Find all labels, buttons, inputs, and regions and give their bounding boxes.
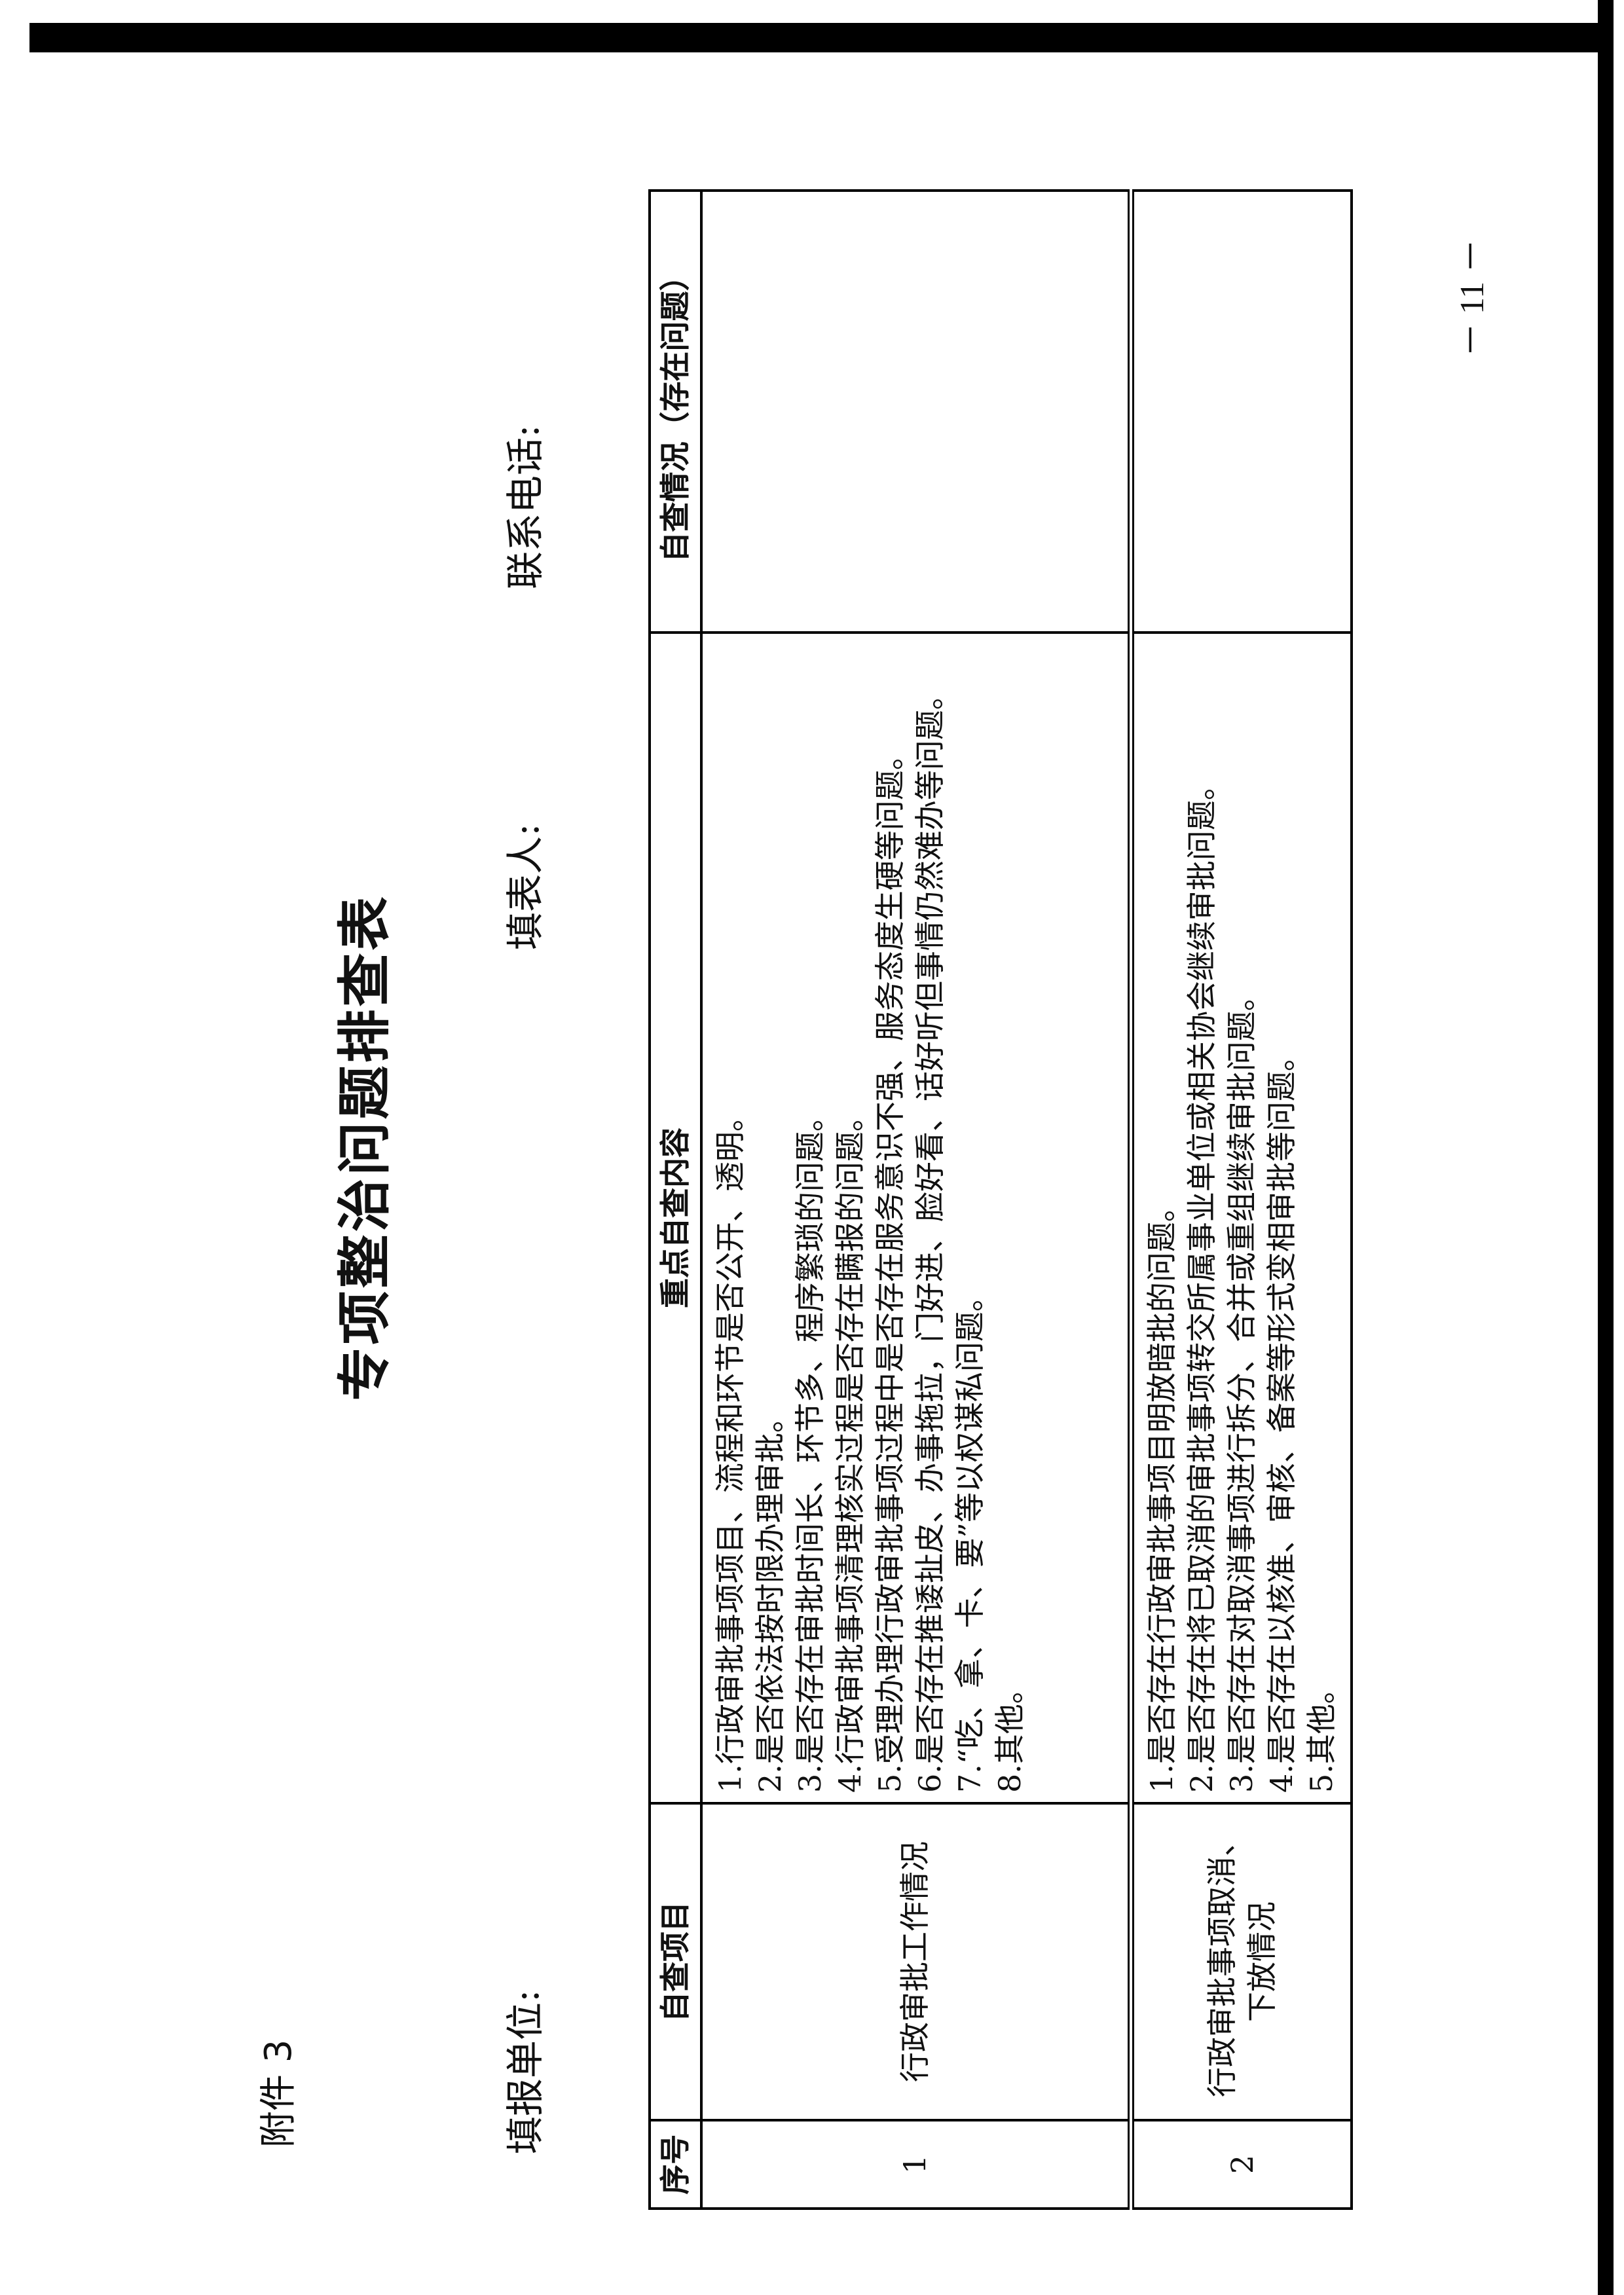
content-line: 3.是否存在审批时间长、环节多、程序繁琐的问题。 <box>792 1101 828 1793</box>
scan-border-right <box>1598 0 1614 2295</box>
row-content: 1.行政审批事项项目、流程和环节是否公开、透明。 2.是否依法按时限办理审批。 … <box>701 633 1131 1803</box>
content-line: 6.是否存在推诿扯皮、办事拖拉，门好进、脸好看、话好听但事情仍然难办等问题。 <box>912 680 948 1793</box>
content-line: 4.行政审批事项清理核实过程是否存在瞒报的问题。 <box>832 1101 868 1793</box>
row-status[interactable] <box>701 191 1131 633</box>
content-line: 8.其他。 <box>992 1674 1027 1793</box>
table-row: 2 行政审批事项取消、下放情况 1.是否存在行政审批事项目明放暗批的问题。 2.… <box>1131 191 1352 2209</box>
unit-label: 填报单位: <box>503 1989 547 2154</box>
table-row: 1 行政审批工作情况 1.行政审批事项项目、流程和环节是否公开、透明。 2.是否… <box>701 191 1131 2209</box>
row-status[interactable] <box>1131 191 1352 633</box>
header-status: 自查情况（存在问题） <box>650 191 701 633</box>
scan-border-top <box>29 23 1604 52</box>
content-line: 5.受理办理行政审批事项过程中是否存在服务意识不强、服务态度生硬等问题。 <box>872 740 908 1793</box>
content-line: 2.是否依法按时限办理审批。 <box>752 1403 788 1793</box>
page-number: － 11 － <box>1454 238 1491 357</box>
filler-label: 填表人: <box>503 823 547 950</box>
content-line: 2.是否存在将已取消的审批事项转交所属事业单位或相关协会继续审批问题。 <box>1184 770 1219 1793</box>
content-line: 5.其他。 <box>1304 1674 1339 1793</box>
row-no: 1 <box>701 2120 1131 2209</box>
inspection-table: 序号 自查项目 重点自查内容 自查情况（存在问题） 1 行政审批工作情况 1.行… <box>648 189 1353 2210</box>
content-line: 3.是否存在对取消事项进行拆分、合并或重组继续审批问题。 <box>1224 981 1259 1793</box>
page-title: 专项整治问题排查表 <box>333 894 396 1401</box>
content-line: 4.是否存在以核准、审核、备案等形式变相审批等问题。 <box>1264 1041 1299 1793</box>
attachment-label: 附件 3 <box>257 2039 300 2148</box>
content-line: 1.行政审批事项项目、流程和环节是否公开、透明。 <box>712 1101 748 1793</box>
row-content: 1.是否存在行政审批事项目明放暗批的问题。 2.是否存在将已取消的审批事项转交所… <box>1131 633 1352 1803</box>
header-content: 重点自查内容 <box>650 633 701 1803</box>
row-item: 行政审批事项取消、下放情况 <box>1131 1803 1352 2120</box>
content-line: 7.“吃、拿、卡、要”等以权谋私问题。 <box>952 1281 987 1793</box>
phone-label: 联系电话: <box>503 424 547 589</box>
content-line: 1.是否存在行政审批事项目明放暗批的问题。 <box>1144 1192 1179 1793</box>
table-header-row: 序号 自查项目 重点自查内容 自查情况（存在问题） <box>650 191 701 2209</box>
header-item: 自查项目 <box>650 1803 701 2120</box>
header-no: 序号 <box>650 2120 701 2209</box>
row-no: 2 <box>1131 2120 1352 2209</box>
row-item: 行政审批工作情况 <box>701 1803 1131 2120</box>
